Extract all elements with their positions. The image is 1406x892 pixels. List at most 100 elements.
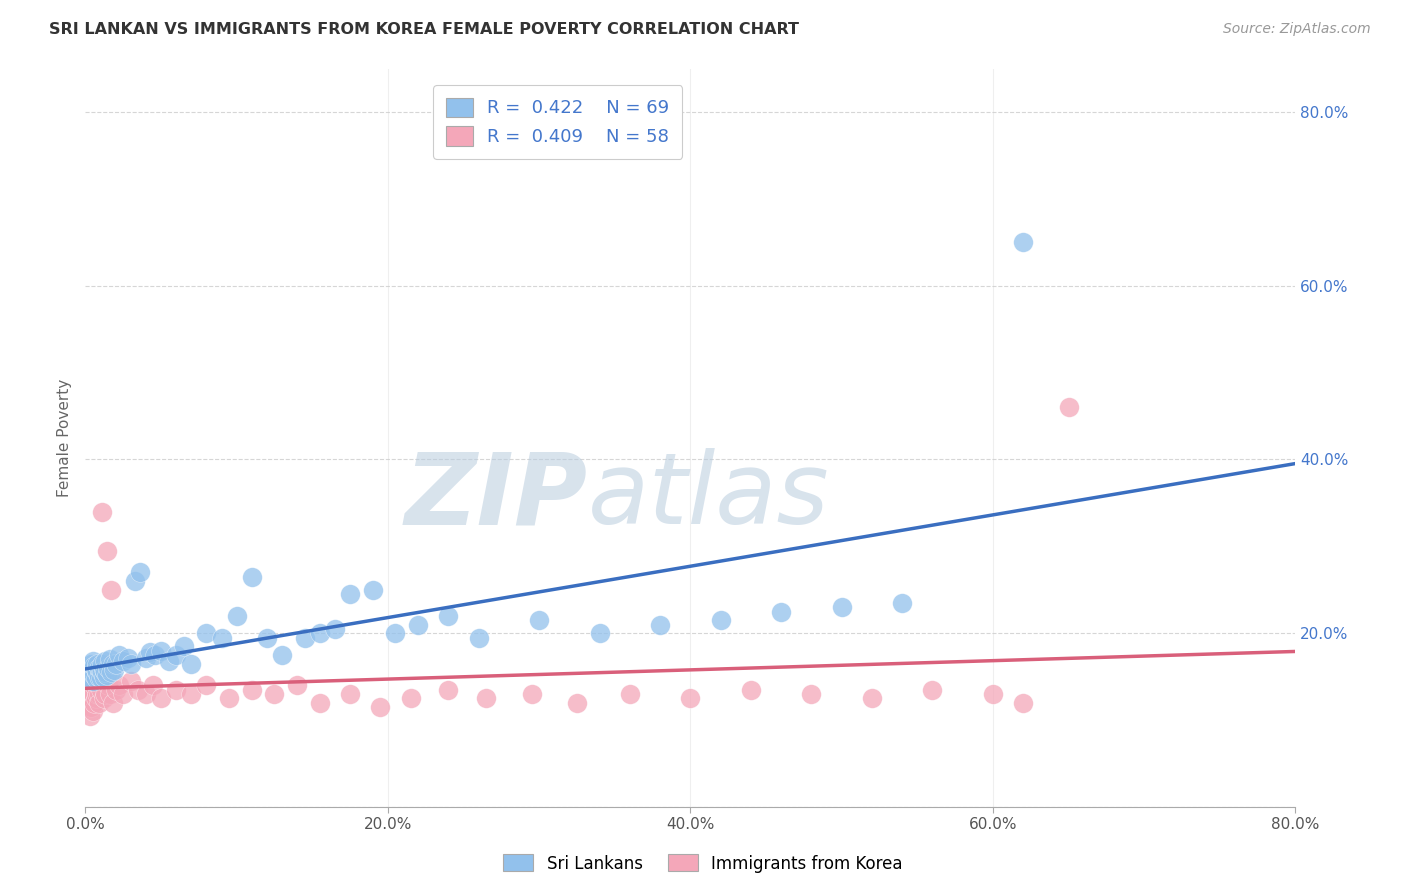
Point (80, 700, 103, 714)
Point (79, 682, 101, 697)
Legend: Sri Lankans, Immigrants from Korea: Sri Lankans, Immigrants from Korea (496, 847, 910, 880)
Point (437, 608, 460, 623)
Point (79, 708, 101, 723)
Point (180, 687, 202, 701)
Point (93, 663, 115, 677)
Point (97, 678, 120, 692)
Point (211, 631, 233, 645)
Point (1057, 401, 1080, 415)
Point (1012, 696, 1035, 710)
Point (339, 687, 361, 701)
Point (679, 691, 702, 706)
Point (135, 650, 157, 665)
Point (94, 687, 117, 701)
Point (150, 691, 173, 706)
Point (142, 678, 165, 692)
Point (860, 691, 883, 706)
Point (79, 672, 101, 686)
Point (157, 654, 180, 668)
Point (82, 687, 104, 701)
Point (1012, 235, 1035, 250)
Point (120, 657, 142, 671)
Point (82, 654, 104, 668)
Point (218, 691, 240, 706)
Point (437, 682, 460, 697)
Point (96, 543, 118, 558)
Point (467, 631, 489, 645)
Point (93, 691, 115, 706)
Point (84, 673, 107, 688)
Point (399, 691, 422, 706)
Point (308, 626, 330, 640)
Point (240, 570, 263, 584)
Y-axis label: Female Poverty: Female Poverty (58, 378, 72, 497)
Point (89, 672, 111, 686)
Point (91, 657, 114, 671)
Point (740, 682, 762, 697)
Point (79, 661, 101, 675)
Point (87, 661, 110, 675)
Point (271, 648, 294, 662)
Point (135, 687, 157, 701)
Point (195, 626, 218, 640)
Point (370, 700, 392, 714)
Point (76, 670, 98, 684)
Point (710, 613, 733, 627)
Point (165, 648, 187, 662)
Point (117, 650, 139, 665)
Point (77, 665, 100, 680)
Point (86, 670, 108, 684)
Point (143, 648, 166, 662)
Point (86, 687, 108, 701)
Point (97, 661, 120, 675)
Point (103, 663, 125, 677)
Point (770, 605, 793, 619)
Point (98, 687, 121, 701)
Point (619, 687, 641, 701)
Point (82, 663, 104, 677)
Point (93, 670, 115, 684)
Point (89, 682, 111, 697)
Point (80, 665, 103, 680)
Point (520, 687, 543, 701)
Point (80, 657, 103, 671)
Point (150, 643, 173, 657)
Point (263, 687, 285, 701)
Point (107, 648, 129, 662)
Point (165, 682, 187, 697)
Point (104, 657, 127, 671)
Point (91, 505, 114, 519)
Point (112, 687, 135, 701)
Point (800, 687, 823, 701)
Point (83, 668, 105, 682)
Point (406, 617, 429, 632)
Point (84, 672, 107, 686)
Point (89, 673, 111, 688)
Point (294, 631, 316, 645)
Point (139, 645, 162, 659)
Point (86, 657, 108, 671)
Point (84, 691, 107, 706)
Point (921, 682, 943, 697)
Point (650, 617, 672, 632)
Point (101, 696, 124, 710)
Point (83, 659, 105, 673)
Text: ZIP: ZIP (405, 449, 588, 545)
Point (285, 678, 308, 692)
Point (101, 657, 124, 671)
Point (91, 665, 114, 680)
Text: atlas: atlas (588, 449, 830, 545)
Point (361, 582, 384, 597)
Text: Source: ZipAtlas.com: Source: ZipAtlas.com (1223, 22, 1371, 37)
Point (308, 696, 330, 710)
Point (104, 682, 127, 697)
Point (86, 665, 108, 680)
Point (100, 665, 122, 680)
Point (83, 696, 105, 710)
Point (82, 705, 104, 719)
Point (120, 673, 142, 688)
Point (112, 654, 135, 668)
Point (80, 691, 103, 706)
Point (82, 673, 104, 688)
Point (225, 608, 247, 623)
